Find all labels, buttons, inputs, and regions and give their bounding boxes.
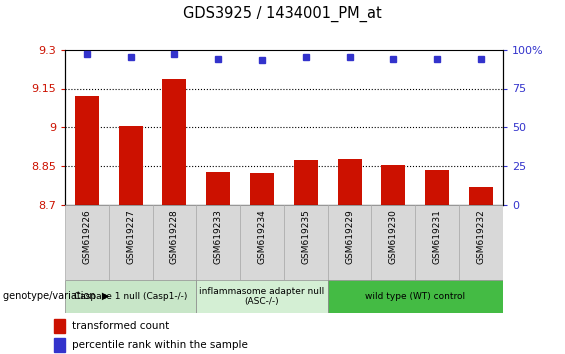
Bar: [337, 159, 362, 205]
Bar: [381, 165, 406, 205]
Text: GSM619227: GSM619227: [126, 209, 135, 264]
Bar: [294, 160, 318, 205]
Bar: [328, 280, 503, 313]
Bar: [75, 96, 99, 205]
Text: inflammasome adapter null
(ASC-/-): inflammasome adapter null (ASC-/-): [199, 287, 325, 306]
Bar: [54, 338, 65, 352]
Text: GSM619229: GSM619229: [345, 209, 354, 264]
Text: GSM619235: GSM619235: [301, 209, 310, 264]
Bar: [459, 205, 503, 280]
Text: GSM619233: GSM619233: [214, 209, 223, 264]
Text: wild type (WT) control: wild type (WT) control: [365, 292, 466, 301]
Bar: [328, 205, 372, 280]
Text: genotype/variation  ▶: genotype/variation ▶: [3, 291, 109, 302]
Bar: [54, 319, 65, 333]
Bar: [108, 205, 153, 280]
Bar: [240, 205, 284, 280]
Bar: [197, 205, 240, 280]
Bar: [415, 205, 459, 280]
Bar: [206, 172, 231, 205]
Text: GSM619231: GSM619231: [433, 209, 442, 264]
Text: GDS3925 / 1434001_PM_at: GDS3925 / 1434001_PM_at: [183, 5, 382, 22]
Bar: [250, 173, 274, 205]
Text: GSM619226: GSM619226: [82, 209, 92, 264]
Text: Caspase 1 null (Casp1-/-): Caspase 1 null (Casp1-/-): [74, 292, 188, 301]
Bar: [284, 205, 328, 280]
Bar: [197, 280, 328, 313]
Text: GSM619232: GSM619232: [476, 209, 485, 264]
Bar: [65, 280, 197, 313]
Bar: [372, 205, 415, 280]
Bar: [119, 126, 143, 205]
Text: percentile rank within the sample: percentile rank within the sample: [72, 340, 247, 350]
Bar: [469, 187, 493, 205]
Text: GSM619228: GSM619228: [170, 209, 179, 264]
Text: transformed count: transformed count: [72, 321, 169, 331]
Bar: [425, 170, 449, 205]
Bar: [153, 205, 197, 280]
Bar: [65, 205, 109, 280]
Text: GSM619234: GSM619234: [258, 209, 267, 264]
Text: GSM619230: GSM619230: [389, 209, 398, 264]
Bar: [162, 79, 186, 205]
